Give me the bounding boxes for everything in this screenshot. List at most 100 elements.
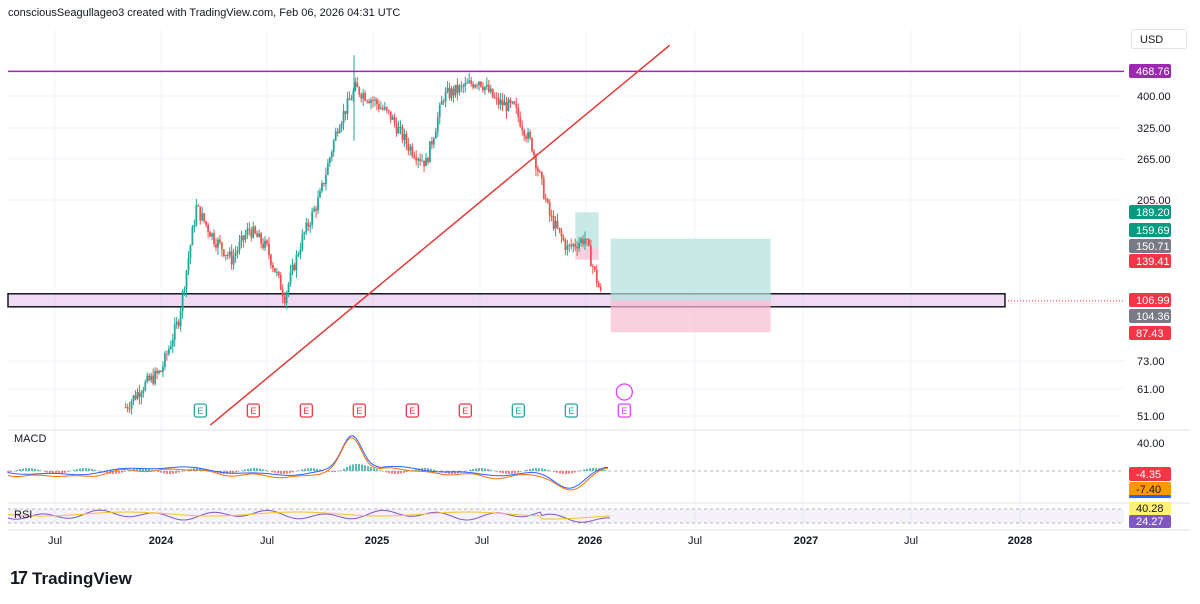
candle-body bbox=[207, 224, 210, 232]
macd-pane bbox=[7, 435, 1124, 491]
candle-body bbox=[593, 266, 596, 270]
candle-body bbox=[144, 381, 147, 391]
candle-body bbox=[277, 271, 280, 276]
price-candles bbox=[124, 55, 602, 415]
earnings-label: E bbox=[462, 406, 468, 416]
candle-body bbox=[124, 407, 127, 409]
candle-body bbox=[158, 370, 160, 374]
macd-label: MACD bbox=[14, 433, 47, 445]
candle-body bbox=[305, 222, 308, 233]
x-tick-label: Jul bbox=[475, 535, 489, 547]
candle-body bbox=[397, 126, 400, 134]
candle-body bbox=[446, 87, 449, 92]
candle-body bbox=[295, 254, 298, 271]
candle-body bbox=[580, 238, 582, 244]
candle-body bbox=[521, 126, 524, 131]
candle-body bbox=[338, 128, 341, 134]
candle-body bbox=[399, 126, 402, 128]
candle-body bbox=[309, 224, 312, 227]
candle-body bbox=[328, 157, 331, 164]
candle-body bbox=[270, 254, 272, 266]
candle-body bbox=[165, 353, 168, 355]
candle-body bbox=[150, 375, 153, 381]
candle-body bbox=[434, 131, 437, 139]
candle-body bbox=[507, 99, 510, 112]
macd-value: -4.35 bbox=[1136, 469, 1161, 481]
candle-body bbox=[438, 104, 441, 118]
candle-body bbox=[128, 408, 131, 410]
candle-body bbox=[595, 269, 598, 284]
candle-body bbox=[252, 226, 255, 238]
candle-body bbox=[254, 226, 257, 233]
candle-body bbox=[476, 85, 478, 87]
candle-body bbox=[495, 97, 498, 99]
candle-body bbox=[342, 111, 345, 124]
candle-body bbox=[538, 171, 541, 173]
candle-body bbox=[285, 292, 288, 304]
candle-body bbox=[326, 163, 329, 175]
candle-body bbox=[177, 321, 180, 327]
candle-body bbox=[142, 390, 145, 394]
rsi-label: RSI bbox=[14, 509, 33, 521]
candle-body bbox=[401, 126, 404, 141]
candle-body bbox=[562, 236, 565, 241]
candle-body bbox=[444, 91, 447, 102]
earnings-marker bbox=[405, 403, 419, 418]
candle-body bbox=[195, 205, 198, 225]
candle-body bbox=[376, 99, 378, 105]
candle-body bbox=[374, 99, 376, 101]
candle-body bbox=[466, 82, 469, 84]
candle-body bbox=[179, 310, 182, 327]
candle-body bbox=[483, 86, 486, 91]
candle-body bbox=[215, 243, 217, 248]
earnings-label: E bbox=[515, 406, 521, 416]
rsi-value: 40.28 bbox=[1136, 503, 1164, 515]
price-label: 468.76 bbox=[1136, 66, 1170, 78]
candle-body bbox=[480, 81, 482, 87]
candle-body bbox=[393, 116, 396, 124]
candle-body bbox=[460, 85, 463, 87]
candle-body bbox=[224, 254, 227, 256]
candle-body bbox=[264, 240, 266, 248]
currency-selector[interactable]: USD bbox=[1131, 29, 1187, 49]
candle-body bbox=[550, 215, 553, 217]
candle-body bbox=[293, 264, 296, 271]
candle-body bbox=[427, 157, 429, 163]
candle-body bbox=[385, 107, 388, 110]
candle-body bbox=[417, 158, 420, 161]
earnings-marker bbox=[617, 403, 631, 418]
candle-body bbox=[181, 291, 184, 311]
candle-body bbox=[517, 107, 520, 117]
candle-body bbox=[474, 85, 476, 88]
candle-body bbox=[536, 168, 539, 172]
candle-body bbox=[199, 206, 202, 221]
earnings-marker bbox=[246, 403, 260, 418]
candle-body bbox=[599, 287, 602, 291]
candle-body bbox=[403, 133, 406, 141]
time-axis: Jul 2024 Jul 2025 Jul 2026 Jul 2027 Jul 2028 bbox=[48, 535, 1032, 547]
rsi-pane bbox=[7, 508, 1124, 524]
candle-body bbox=[564, 240, 567, 250]
candle-body bbox=[319, 191, 321, 198]
candle-body bbox=[442, 101, 445, 103]
candle-body bbox=[132, 395, 135, 402]
candle-body bbox=[162, 366, 164, 372]
candle-body bbox=[258, 233, 261, 238]
candle-body bbox=[289, 271, 292, 284]
y-tick-label: 265.00 bbox=[1137, 154, 1171, 166]
candle-body bbox=[525, 136, 528, 139]
candle-body bbox=[542, 178, 545, 199]
candle-body bbox=[171, 339, 174, 347]
candle-body bbox=[146, 375, 149, 382]
candle-body bbox=[501, 99, 504, 106]
candle-body bbox=[589, 245, 592, 267]
candle-body bbox=[220, 242, 223, 250]
candle-body bbox=[242, 235, 245, 240]
support-zone-rect bbox=[7, 293, 1006, 308]
candle-body bbox=[383, 107, 386, 110]
candle-body bbox=[271, 265, 274, 268]
candle-body bbox=[323, 182, 325, 185]
candle-body bbox=[324, 174, 327, 185]
